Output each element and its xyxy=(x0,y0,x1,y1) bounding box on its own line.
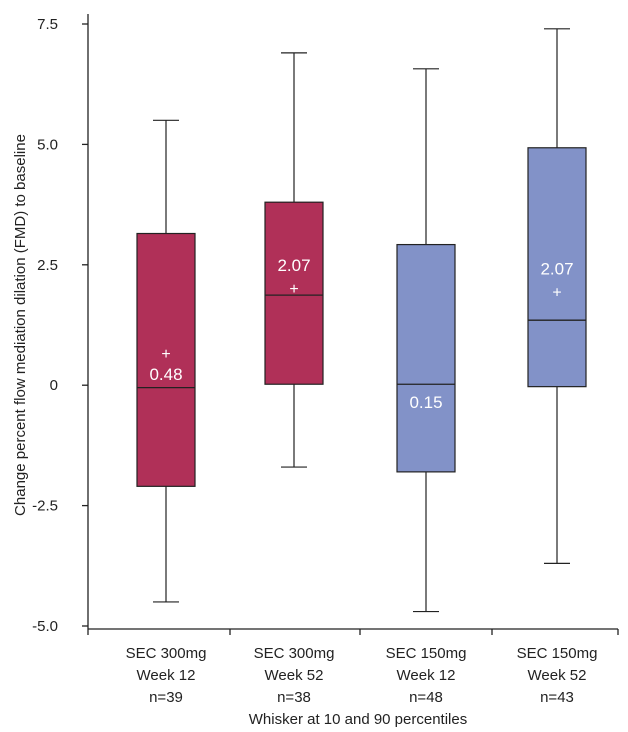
box-iqr xyxy=(396,243,456,473)
x-category-label: Week 52 xyxy=(528,667,587,684)
y-tick-label: -2.5 xyxy=(32,498,58,515)
x-category-label: Week 12 xyxy=(397,667,456,684)
x-axis: SEC 300mg Week 12 n=39 SEC 300mg Week 52 n=38… xyxy=(87,628,619,706)
y-tick-label: 2.5 xyxy=(37,257,58,274)
box-2: +2.07 xyxy=(264,52,324,468)
y-tick-label: 7.5 xyxy=(37,16,58,33)
box-series: +0.48+2.070.15+2.07 xyxy=(136,28,587,613)
y-tick-label: -5.0 xyxy=(32,618,58,635)
box-3: 0.15 xyxy=(396,68,456,613)
box-iqr xyxy=(527,147,587,388)
mean-marker: + xyxy=(161,346,170,363)
box-4: +2.07 xyxy=(527,28,587,564)
y-tick-label: 0 xyxy=(50,377,58,394)
x-category-label: SEC 150mg xyxy=(386,645,467,662)
box-iqr xyxy=(264,201,324,385)
x-axis-label: Whisker at 10 and 90 percentiles xyxy=(249,711,467,728)
box-1: +0.48 xyxy=(136,119,196,603)
box-iqr xyxy=(136,232,196,487)
x-category-label: n=48 xyxy=(409,689,443,706)
mean-value-label: 2.07 xyxy=(277,256,310,275)
x-category-label: n=39 xyxy=(149,689,183,706)
mean-value-label: 0.48 xyxy=(149,365,182,384)
mean-value-label: 0.15 xyxy=(409,393,442,412)
mean-marker: + xyxy=(289,281,298,298)
x-category-label: n=38 xyxy=(277,689,311,706)
x-category-label: Week 12 xyxy=(137,667,196,684)
y-axis: 7.5 5.0 2.5 0 -2.5 -5.0 xyxy=(32,14,89,635)
mean-marker: + xyxy=(552,285,561,302)
y-axis-label: Change percent flow mediation dilation (… xyxy=(12,134,29,516)
y-tick-label: 5.0 xyxy=(37,136,58,153)
mean-value-label: 2.07 xyxy=(540,260,573,279)
x-category-label: n=43 xyxy=(540,689,574,706)
x-category-label: SEC 300mg xyxy=(254,645,335,662)
x-category-label: SEC 300mg xyxy=(126,645,207,662)
x-category-label: SEC 150mg xyxy=(517,645,598,662)
x-category-label: Week 52 xyxy=(265,667,324,684)
